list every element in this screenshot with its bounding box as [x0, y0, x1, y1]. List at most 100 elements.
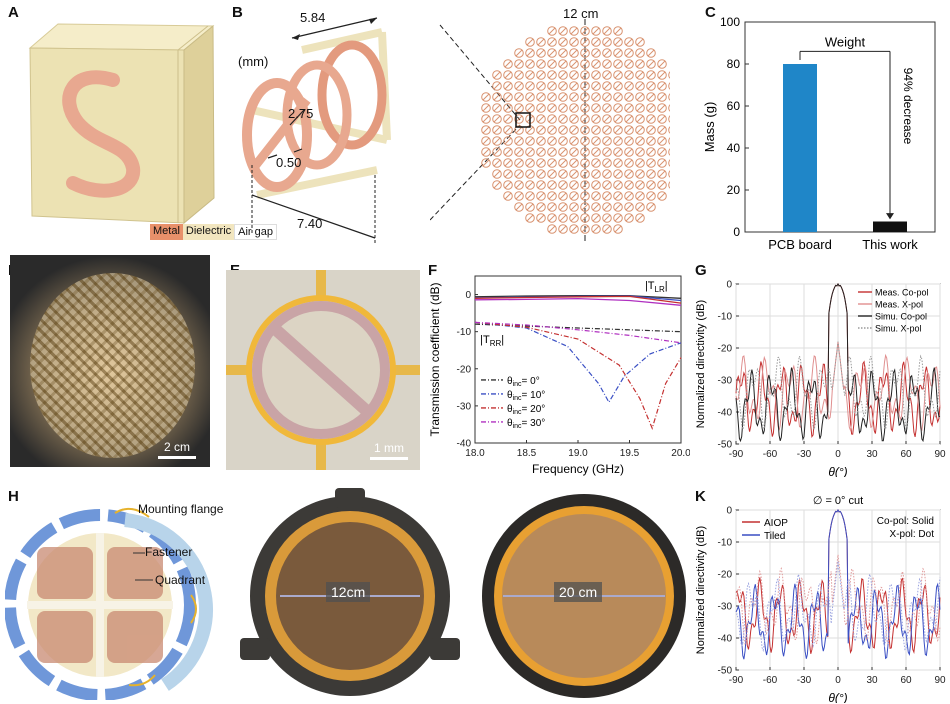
array-unit-cell: [514, 81, 524, 91]
y-tick-label: -50: [718, 666, 733, 677]
legend-label: θinc= 10°: [507, 390, 545, 402]
array-unit-cell: [613, 147, 623, 157]
array-unit-cell: [547, 169, 557, 179]
array-unit-cell: [580, 26, 590, 36]
array-unit-cell: [492, 169, 502, 179]
array-unit-cell: [646, 202, 656, 212]
array-unit-cell: [514, 169, 524, 179]
array-unit-cell: [536, 59, 546, 69]
array-unit-cell: [525, 37, 535, 47]
array-unit-cell: [492, 125, 502, 135]
array-unit-cell: [668, 82, 670, 90]
array-unit-cell: [602, 114, 612, 124]
array-unit-cell: [591, 37, 601, 47]
legend-label: Meas. Co-pol: [875, 288, 929, 298]
array-unit-cell: [668, 170, 670, 178]
array-unit-cell: [580, 180, 590, 190]
x-tick-label: -30: [797, 449, 812, 460]
array-unit-cell: [657, 147, 667, 157]
panel-label-f: F: [428, 262, 438, 279]
array-unit-cell: [492, 92, 502, 102]
x-tick-label: 0: [835, 675, 841, 686]
array-unit-cell: [481, 158, 491, 168]
y-tick-label: 100: [720, 15, 740, 29]
panel-label-c: C: [705, 4, 716, 21]
x-category-label: This work: [862, 237, 918, 252]
array-unit-cell: [481, 114, 491, 124]
unit-cell-dimensions-diagram: [242, 17, 391, 245]
array-unit-cell: [602, 125, 612, 135]
array-unit-cell: [536, 70, 546, 80]
array-unit-cell: [657, 180, 667, 190]
legend-label: θinc= 0°: [507, 376, 540, 388]
x-tick-label: 19.5: [620, 448, 640, 459]
directivity-chart-k: -90 -60 -30 0 30 60 90 0 -10 -20 -30 -40 -50 θ(°) Norm…: [695, 495, 946, 703]
array-unit-cell: [580, 114, 590, 124]
array-unit-cell: [657, 158, 667, 168]
chart-title: ∅ = 0° cut: [813, 495, 863, 507]
legend-label: Simu. Co-pol: [875, 312, 927, 322]
array-unit-cell: [525, 81, 535, 91]
y-tick-label: -10: [718, 312, 733, 323]
array-unit-cell: [481, 92, 491, 102]
array-unit-cell: [580, 125, 590, 135]
array-unit-cell: [602, 48, 612, 58]
array-unit-cell: [492, 103, 502, 113]
array-unit-cell: [525, 136, 535, 146]
array-unit-cell: [591, 136, 601, 146]
array-unit-cell: [635, 48, 645, 58]
directivity-chart-g: -90 -60 -30 0 30 60 90 0 -10 -20 -30 -40 -50 θ(°) Norm…: [695, 280, 946, 478]
array-unit-cell: [668, 93, 670, 101]
array-unit-cell: [602, 70, 612, 80]
array-unit-cell: [547, 103, 557, 113]
y-tick-label: -50: [718, 440, 733, 451]
photo-hand-holding-array: 2 cm: [10, 255, 210, 467]
x-tick-label: 19.0: [568, 448, 588, 459]
panel-label-g: G: [695, 262, 707, 279]
y-axis-label: Transmission coefficient (dB): [428, 282, 442, 436]
array-unit-cell: [492, 180, 502, 190]
array-unit-cell: [492, 81, 502, 91]
array-unit-cell: [591, 81, 601, 91]
array-unit-cell: [613, 59, 623, 69]
legend-label: Tiled: [764, 531, 785, 542]
size-label-12cm: 12cm: [326, 582, 371, 602]
series-tlr-20deg: [474, 295, 682, 304]
array-unit-cell: [536, 103, 546, 113]
array-unit-cell: [503, 81, 513, 91]
array-unit-cell: [635, 191, 645, 201]
series-simu-co-pol: [735, 283, 941, 443]
array-unit-cell: [547, 70, 557, 80]
array-unit-cell: [591, 114, 601, 124]
array-unit-cell: [558, 70, 568, 80]
array-unit-cell: [525, 169, 535, 179]
array-unit-cell: [569, 92, 579, 102]
array-unit-cell: [613, 191, 623, 201]
array-unit-cell: [492, 70, 502, 80]
array-unit-cell: [558, 114, 568, 124]
array-unit-cell: [580, 147, 590, 157]
array-unit-cell: [525, 59, 535, 69]
array-unit-cell: [624, 147, 634, 157]
array-unit-cell: [602, 147, 612, 157]
array-unit-cell: [624, 92, 634, 102]
panel-label-b: B: [232, 4, 243, 21]
array-unit-cell: [503, 147, 513, 157]
array-unit-cell: [613, 103, 623, 113]
y-tick-label: -40: [718, 634, 733, 645]
array-unit-cell: [580, 169, 590, 179]
array-unit-cell: [481, 125, 491, 135]
array-unit-cell: [514, 114, 524, 124]
array-unit-cell: [569, 70, 579, 80]
array-unit-cell: [558, 180, 568, 190]
callout-mounting-flange: Mounting flange: [138, 502, 224, 516]
array-unit-cell: [580, 213, 590, 223]
dim-trace: 0.50: [276, 155, 302, 170]
array-unit-cell: [635, 103, 645, 113]
array-unit-cell: [591, 213, 601, 223]
array-unit-cell: [525, 213, 535, 223]
dim-length: 7.40: [297, 216, 323, 231]
array-unit-cell: [602, 224, 612, 234]
unit-cell-block-diagram: [28, 23, 215, 225]
metal-ring-shape: [62, 70, 141, 198]
